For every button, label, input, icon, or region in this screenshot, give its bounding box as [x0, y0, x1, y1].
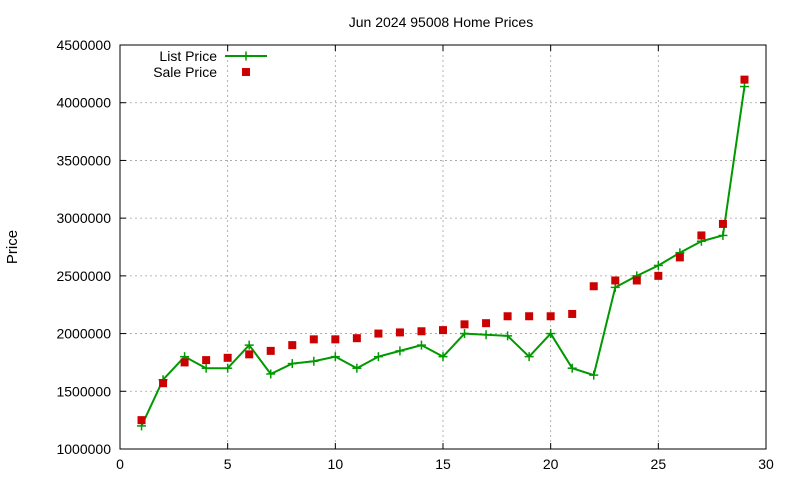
legend-marker-sale-price	[242, 68, 250, 76]
sale-price-point-25	[654, 271, 663, 280]
sale-price-point-18	[503, 312, 512, 321]
sale-price-point-4	[202, 356, 211, 365]
sale-price-point-17	[482, 319, 491, 328]
list-price-point-17	[481, 330, 491, 340]
x-tick-label-6: 30	[758, 456, 774, 472]
list-price-point-12	[373, 352, 383, 362]
x-tick-label-4: 20	[543, 456, 559, 472]
sale-price-point-9	[309, 335, 318, 344]
y-tick-label-2: 2000000	[56, 326, 111, 342]
list-price-point-13	[395, 346, 405, 356]
y-tick-label-4: 3000000	[56, 210, 111, 226]
sale-price-point-11	[352, 334, 361, 343]
sale-price-point-8	[288, 341, 297, 350]
sale-price-point-6	[245, 350, 254, 359]
sale-price-point-21	[568, 309, 577, 318]
sale-price-point-3	[180, 358, 189, 367]
list-price-point-9	[309, 356, 319, 366]
tick-labels: 0 5 10 15 20 25 30 1000000 1500000 2000000 2500000…	[56, 37, 774, 472]
sale-price-point-10	[331, 335, 340, 344]
x-tick-label-1: 5	[224, 456, 232, 472]
sale-price-point-12	[374, 329, 383, 338]
y-tick-label-5: 3500000	[56, 152, 111, 168]
sale-price-point-5	[223, 353, 232, 362]
y-tick-label-1: 1500000	[56, 383, 111, 399]
legend-marker-list-price	[241, 51, 251, 61]
list-price-point-11	[352, 363, 362, 373]
sale-price-point-24	[632, 276, 641, 285]
x-tick-label-2: 10	[328, 456, 344, 472]
y-tick-label-3: 2500000	[56, 268, 111, 284]
list-price-point-5	[223, 363, 233, 373]
y-tick-label-6: 4000000	[56, 95, 111, 111]
chart-title: Jun 2024 95008 Home Prices	[349, 14, 533, 30]
list-price-point-4	[201, 363, 211, 373]
sale-price-point-20	[546, 312, 555, 321]
list-price-point-14	[416, 340, 426, 350]
sale-price-point-13	[395, 328, 404, 337]
sale-price-series	[137, 75, 749, 425]
sale-price-point-16	[460, 320, 469, 329]
x-tick-label-0: 0	[116, 456, 124, 472]
sale-price-point-28	[718, 219, 727, 228]
sale-price-point-27	[697, 231, 706, 240]
legend-label-list-price: List Price	[159, 48, 217, 64]
grid-lines	[120, 45, 766, 449]
list-price-point-20	[546, 329, 556, 339]
list-price-point-16	[460, 329, 470, 339]
sale-price-point-1	[137, 416, 146, 425]
sale-price-point-2	[159, 379, 168, 388]
legend-label-sale-price: Sale Price	[153, 64, 217, 80]
y-tick-label-0: 1000000	[56, 441, 111, 457]
list-price-point-8	[287, 359, 297, 369]
list-price-point-19	[524, 352, 534, 362]
list-price-point-28	[718, 230, 728, 240]
sale-price-point-29	[740, 75, 749, 84]
list-price-point-7	[266, 369, 276, 379]
list-price-point-6	[244, 340, 254, 350]
y-tick-label-7: 4500000	[56, 37, 111, 53]
sale-price-point-14	[417, 327, 426, 336]
x-tick-label-5: 25	[651, 456, 667, 472]
list-price-point-10	[330, 352, 340, 362]
y-axis-label: Price	[4, 230, 21, 264]
list-price-point-25	[653, 260, 663, 270]
x-tick-label-3: 15	[435, 456, 451, 472]
axes	[119, 44, 767, 450]
sale-price-point-15	[439, 326, 447, 335]
sale-price-point-7	[266, 346, 275, 355]
list-price-point-15	[438, 352, 448, 362]
sale-price-point-23	[611, 276, 620, 285]
list-price-point-18	[503, 331, 513, 341]
list-price-point-21	[567, 363, 577, 373]
list-price-point-22	[589, 370, 599, 380]
sale-price-point-19	[525, 312, 534, 321]
series-layer	[137, 75, 749, 431]
sale-price-point-26	[675, 253, 684, 262]
sale-price-point-22	[589, 282, 598, 291]
